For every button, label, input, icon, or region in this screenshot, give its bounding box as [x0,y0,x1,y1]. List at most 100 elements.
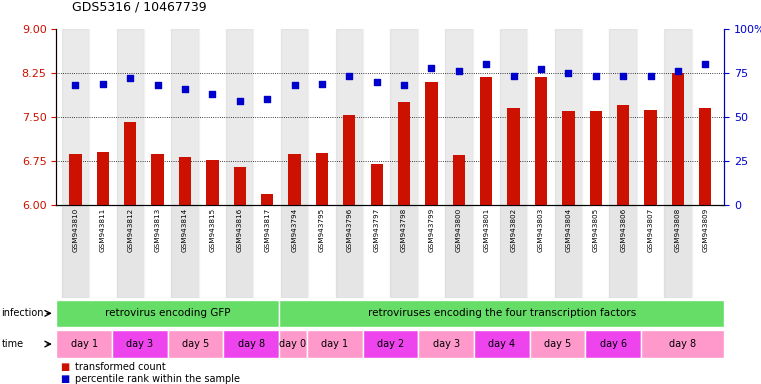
Bar [445,205,473,298]
Text: GSM943804: GSM943804 [565,208,572,252]
Text: ■: ■ [60,362,69,372]
Bar [453,155,465,205]
Text: GSM943814: GSM943814 [182,208,188,252]
Text: day 5: day 5 [544,339,571,349]
Text: day 1: day 1 [71,339,97,349]
Bar [500,29,527,205]
Point [508,73,520,79]
Bar [672,73,684,205]
Bar [199,29,226,205]
Point [97,81,109,87]
Point [151,82,164,88]
Text: GSM943808: GSM943808 [675,208,681,252]
Text: day 1: day 1 [321,339,349,349]
Bar [226,205,253,298]
Point [453,68,465,74]
Bar [641,330,724,358]
Point [69,82,81,88]
Bar [527,29,555,205]
Bar [645,110,657,205]
Bar [307,330,362,358]
Point [562,70,575,76]
Bar [582,29,610,205]
Bar [535,77,547,205]
Bar [473,205,500,298]
Bar [419,330,474,358]
Bar [281,29,308,205]
Text: GSM943815: GSM943815 [209,208,215,252]
Bar [664,29,692,205]
Text: GSM943802: GSM943802 [511,208,517,252]
Bar [171,29,199,205]
Bar [179,157,191,205]
Text: day 5: day 5 [182,339,209,349]
Text: retrovirus encoding GFP: retrovirus encoding GFP [105,308,231,318]
Text: day 8: day 8 [237,339,265,349]
Text: GSM943817: GSM943817 [264,208,270,252]
Bar [637,29,664,205]
Point [206,91,218,97]
Text: day 3: day 3 [126,339,154,349]
Text: GSM943794: GSM943794 [291,208,298,252]
Bar [610,29,637,205]
Bar [112,330,167,358]
Point [124,75,136,81]
Bar [226,29,253,205]
Text: GSM943803: GSM943803 [538,208,544,252]
Text: day 3: day 3 [432,339,460,349]
Point [617,73,629,79]
Point [590,73,602,79]
Bar [56,300,279,327]
Text: GSM943810: GSM943810 [72,208,78,252]
Text: GSM943812: GSM943812 [127,208,133,252]
Bar [62,205,89,298]
Text: GDS5316 / 10467739: GDS5316 / 10467739 [72,0,206,13]
Bar [288,154,301,205]
Bar [308,205,336,298]
Bar [664,205,692,298]
Bar [425,82,438,205]
Bar [474,330,530,358]
Bar [171,205,199,298]
Bar [343,115,355,205]
Bar [530,330,585,358]
Bar [617,105,629,205]
Point [425,65,438,71]
Bar [692,29,719,205]
Bar [363,205,390,298]
Bar [206,159,218,205]
Text: GSM943807: GSM943807 [648,208,654,252]
Bar [610,205,637,298]
Bar [97,152,109,205]
Bar [585,330,641,358]
Text: infection: infection [2,308,44,318]
Bar [390,29,418,205]
Bar [308,29,336,205]
Text: percentile rank within the sample: percentile rank within the sample [75,374,240,384]
Bar [336,205,363,298]
Bar [508,108,520,205]
Text: GSM943795: GSM943795 [319,208,325,252]
Bar [363,29,390,205]
Bar [316,153,328,205]
Text: day 8: day 8 [669,339,696,349]
Text: GSM943805: GSM943805 [593,208,599,252]
Text: day 0: day 0 [279,339,307,349]
Bar [500,205,527,298]
Text: GSM943816: GSM943816 [237,208,243,252]
Point [699,61,712,67]
Bar [89,205,116,298]
Bar [89,29,116,205]
Point [288,82,301,88]
Bar [116,205,144,298]
Bar [555,29,582,205]
Point [535,66,547,73]
Bar [473,29,500,205]
Bar [527,205,555,298]
Point [179,86,191,92]
Text: transformed count: transformed count [75,362,166,372]
Text: retroviruses encoding the four transcription factors: retroviruses encoding the four transcrip… [368,308,636,318]
Bar [167,330,224,358]
Bar [418,29,445,205]
Bar [199,205,226,298]
